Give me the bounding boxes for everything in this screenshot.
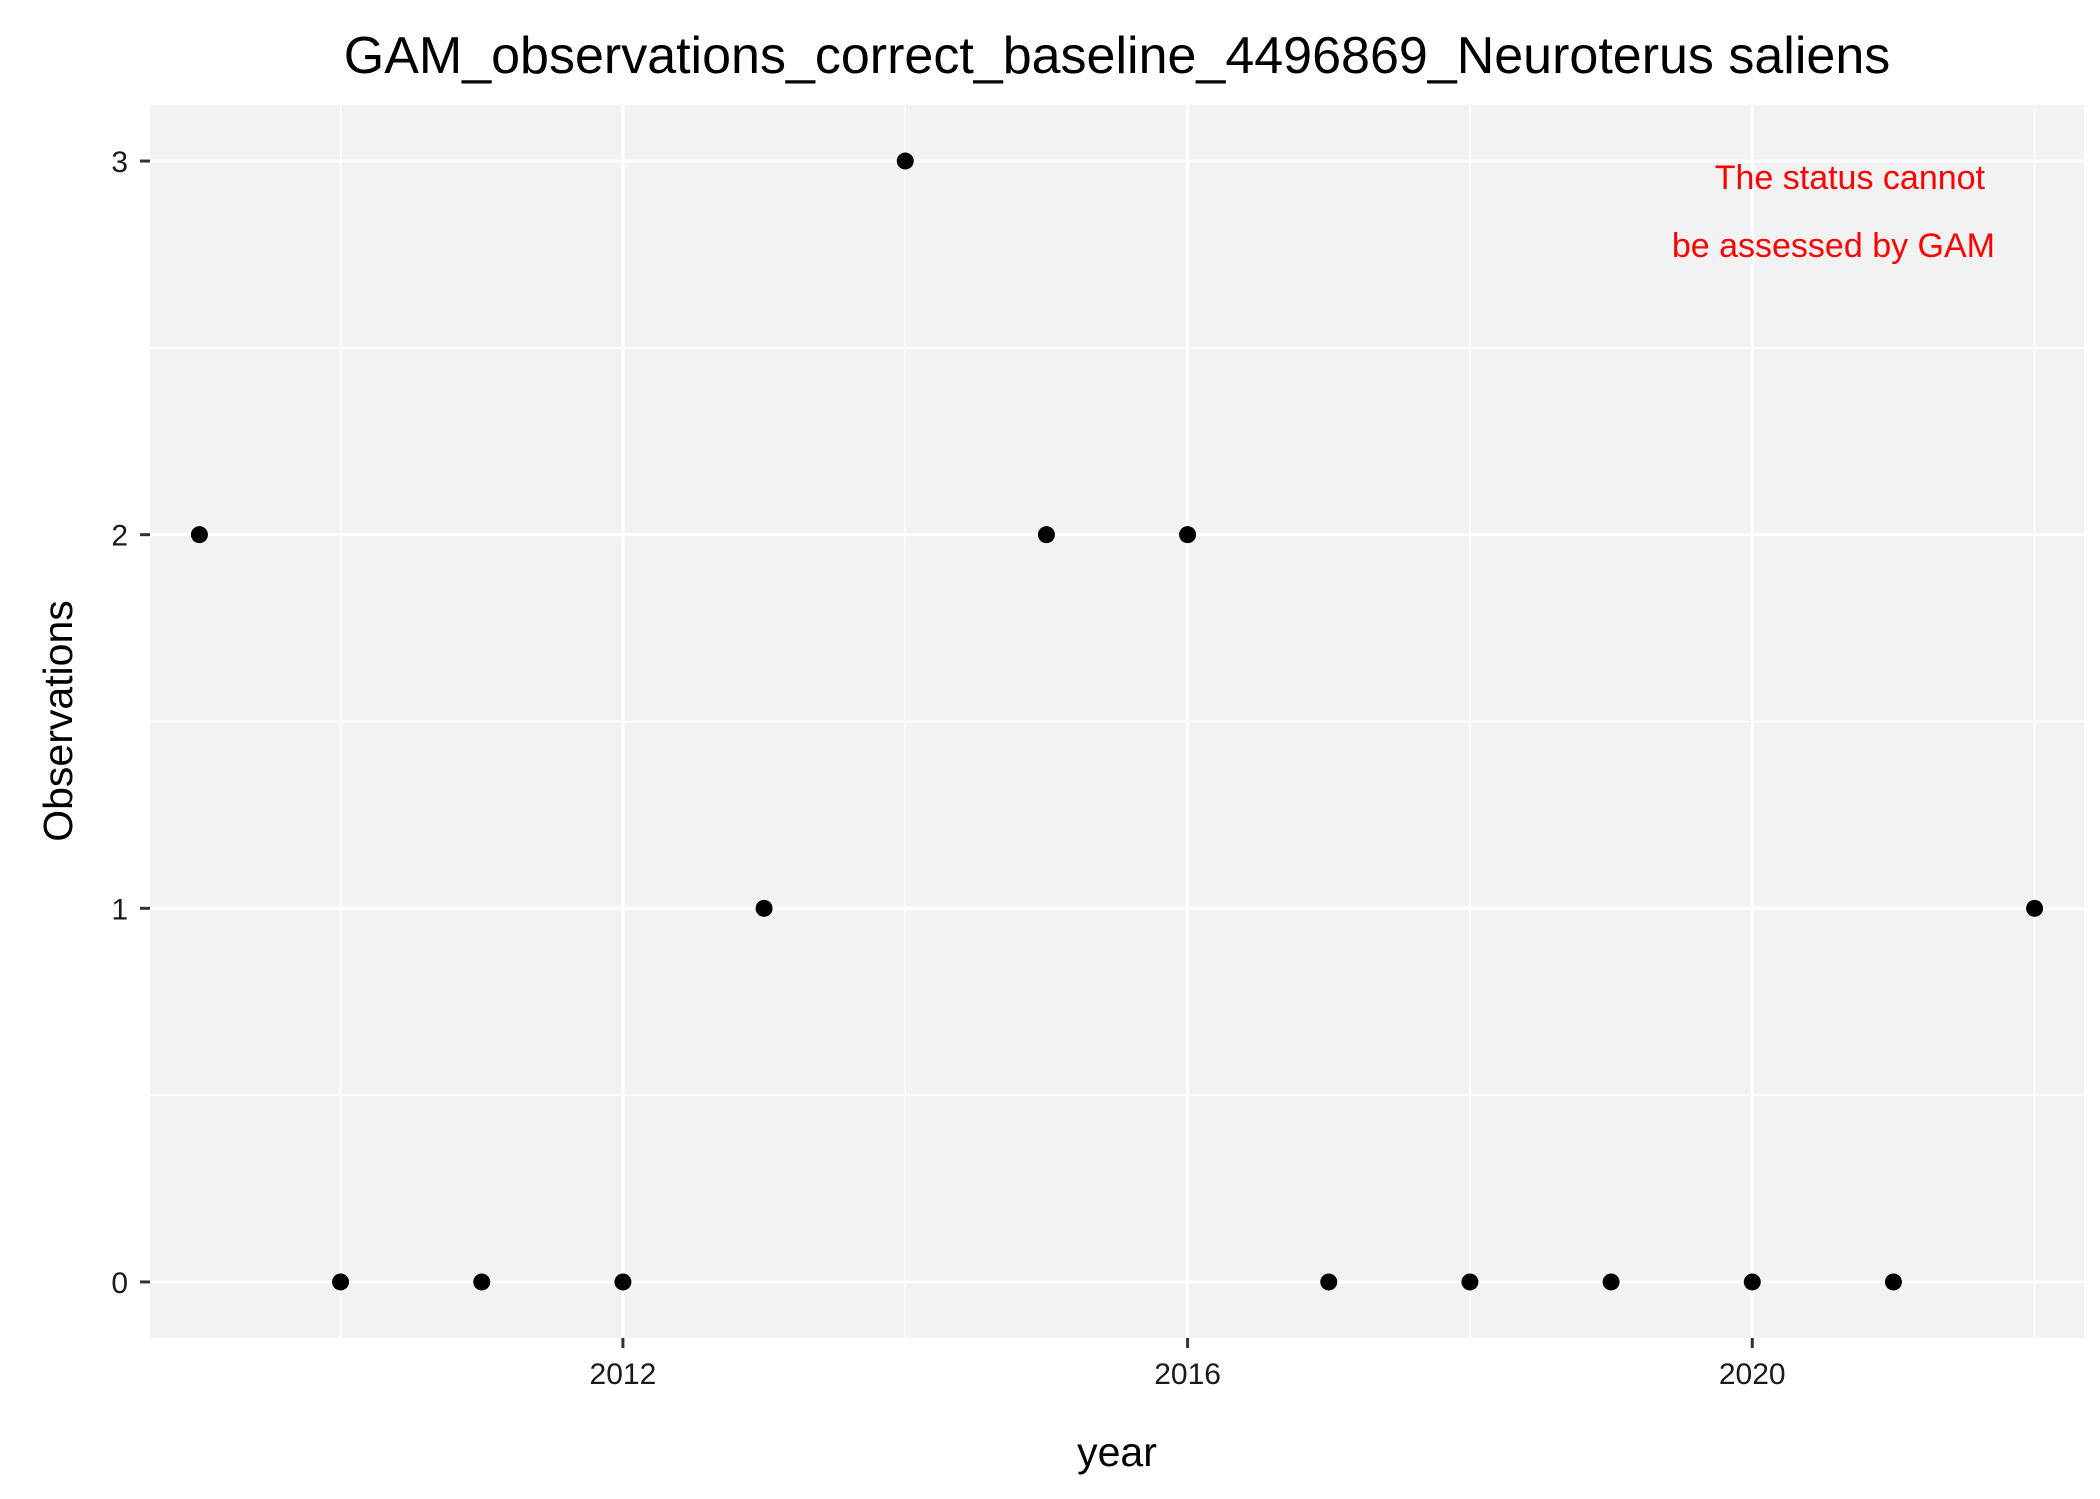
chart-title: GAM_observations_correct_baseline_449686… [344, 27, 1891, 85]
x-axis-title: year [1077, 1429, 1157, 1475]
data-point [1602, 1273, 1620, 1291]
data-points [190, 152, 2044, 1291]
data-point [1037, 526, 1055, 544]
data-point [2026, 899, 2044, 917]
y-tick-label: 0 [111, 1267, 128, 1300]
data-point [614, 1273, 632, 1291]
y-axis: 0 1 2 3 [111, 146, 150, 1300]
annotation-line-2: be assessed by GAM [1672, 227, 1995, 265]
x-axis: 2012 2016 2020 [590, 1338, 1786, 1391]
y-tick-label: 1 [111, 893, 128, 926]
data-point [473, 1273, 491, 1291]
data-point [1320, 1273, 1338, 1291]
x-tick-label: 2020 [1719, 1358, 1786, 1391]
x-tick-label: 2016 [1154, 1358, 1221, 1391]
data-point [755, 899, 773, 917]
y-axis-title: Observations [35, 600, 81, 842]
annotation-line-1: The status cannot [1715, 159, 1986, 197]
data-point [332, 1273, 350, 1291]
data-point [896, 152, 914, 170]
data-point [190, 526, 208, 544]
data-point [1743, 1273, 1761, 1291]
y-tick-label: 2 [111, 520, 128, 553]
data-point [1884, 1273, 1902, 1291]
data-point [1179, 526, 1197, 544]
y-tick-label: 3 [111, 146, 128, 179]
minor-gridlines [150, 105, 2084, 1338]
x-tick-label: 2012 [590, 1358, 657, 1391]
major-gridlines [150, 105, 2084, 1338]
data-point [1461, 1273, 1479, 1291]
